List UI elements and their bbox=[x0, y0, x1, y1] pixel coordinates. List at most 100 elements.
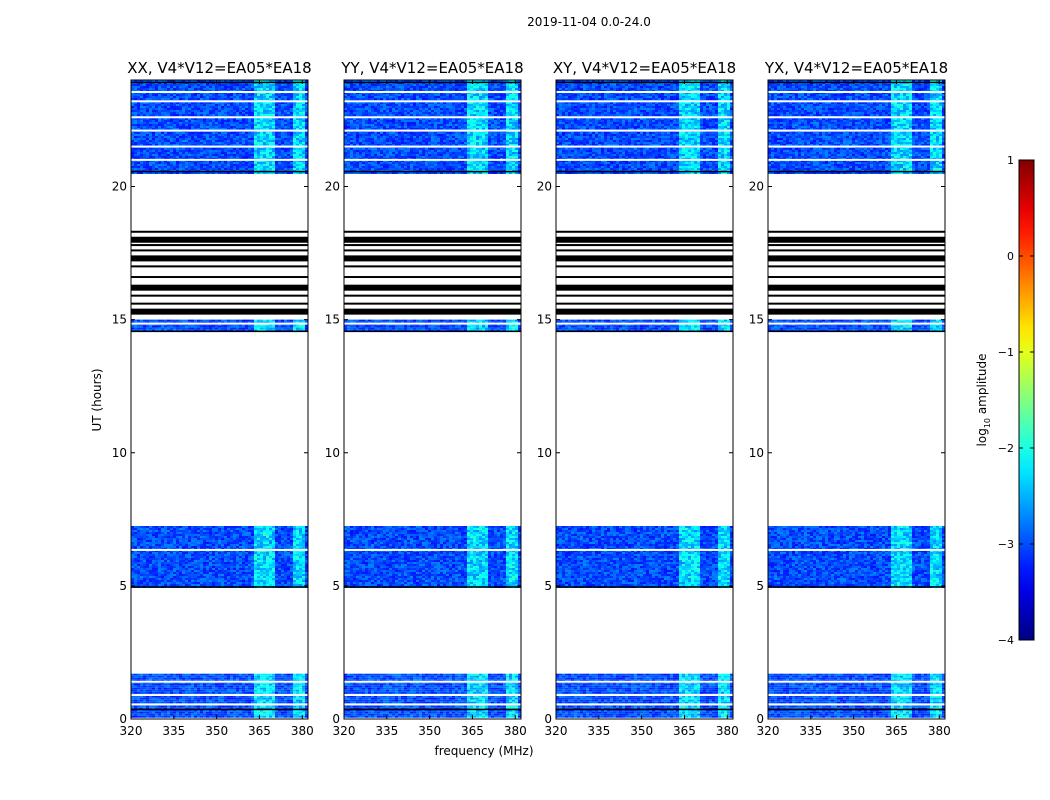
plot-area bbox=[768, 80, 945, 719]
flag-line bbox=[556, 285, 733, 291]
flag-line bbox=[131, 265, 308, 267]
x-tick-label: 335 bbox=[799, 724, 822, 738]
y-tick-label: 10 bbox=[112, 446, 127, 460]
data-block-1 bbox=[131, 526, 308, 588]
flag-line bbox=[344, 231, 521, 233]
flag-line bbox=[344, 303, 521, 305]
data-block-2 bbox=[768, 320, 945, 332]
panel-title: XY, V4*V12=EA05*EA18 bbox=[553, 59, 736, 77]
plot-area bbox=[131, 80, 308, 719]
x-tick-label: 365 bbox=[673, 724, 696, 738]
flag-line bbox=[344, 309, 521, 315]
flag-line bbox=[556, 309, 733, 315]
y-tick-label: 0 bbox=[332, 712, 340, 726]
data-block-2 bbox=[556, 320, 733, 332]
colorbar-tick-label: −3 bbox=[998, 538, 1014, 551]
panels-group: XX, V4*V12=EA05*EA18 320 335 350 365 380 0 5 10 1… bbox=[112, 59, 951, 738]
flag-line bbox=[344, 285, 521, 291]
y-tick-label: 15 bbox=[112, 313, 127, 327]
x-tick-label: 320 bbox=[545, 724, 568, 738]
colorbar-tick-label: 0 bbox=[1007, 250, 1014, 263]
y-axis-label: UT (hours) bbox=[90, 368, 104, 431]
y-tick-label: 15 bbox=[537, 313, 552, 327]
x-tick-label: 350 bbox=[630, 724, 653, 738]
y-tick-label: 10 bbox=[325, 446, 340, 460]
colorbar-tick-label: 1 bbox=[1007, 154, 1014, 167]
x-tick-label: 350 bbox=[205, 724, 228, 738]
x-tick-label: 380 bbox=[716, 724, 739, 738]
flag-line bbox=[344, 237, 521, 243]
colorbar-tick-label: −1 bbox=[998, 346, 1014, 359]
flag-line bbox=[131, 295, 308, 297]
flag-line bbox=[768, 295, 945, 297]
flag-line bbox=[768, 265, 945, 267]
y-tick-label: 0 bbox=[544, 712, 552, 726]
x-tick-label: 365 bbox=[248, 724, 271, 738]
y-tick-label: 5 bbox=[544, 579, 552, 593]
x-tick-label: 365 bbox=[885, 724, 908, 738]
flag-line bbox=[768, 309, 945, 315]
y-tick-label: 5 bbox=[332, 579, 340, 593]
flag-line bbox=[768, 231, 945, 233]
flag-line bbox=[131, 309, 308, 315]
x-tick-label: 320 bbox=[757, 724, 780, 738]
flag-line bbox=[556, 231, 733, 233]
y-tick-label: 20 bbox=[749, 180, 764, 194]
data-block-1 bbox=[768, 526, 945, 588]
flag-line bbox=[768, 276, 945, 278]
flag-line bbox=[556, 295, 733, 297]
data-block-2 bbox=[344, 320, 521, 332]
y-tick-label: 20 bbox=[112, 180, 127, 194]
data-block-1 bbox=[556, 526, 733, 588]
flag-line bbox=[344, 244, 521, 246]
flag-line bbox=[344, 249, 521, 251]
plot-area bbox=[344, 80, 521, 719]
flag-line bbox=[556, 237, 733, 243]
flag-line bbox=[556, 249, 733, 251]
colorbar-tick-label: −2 bbox=[998, 442, 1014, 455]
y-tick-label: 20 bbox=[537, 180, 552, 194]
x-tick-label: 320 bbox=[120, 724, 143, 738]
x-tick-label: 335 bbox=[162, 724, 185, 738]
flag-line bbox=[768, 249, 945, 251]
flag-line bbox=[344, 255, 521, 261]
x-tick-label: 335 bbox=[375, 724, 398, 738]
flag-line bbox=[344, 276, 521, 278]
figure-suptitle: 2019-11-04 0.0-24.0 bbox=[527, 15, 651, 29]
colorbar-label: log10 amplitude bbox=[975, 354, 992, 447]
x-tick-label: 335 bbox=[587, 724, 610, 738]
y-tick-label: 20 bbox=[325, 180, 340, 194]
flag-line bbox=[131, 231, 308, 233]
panel-title: YY, V4*V12=EA05*EA18 bbox=[340, 59, 523, 77]
y-tick-label: 5 bbox=[756, 579, 764, 593]
colorbar-gradient bbox=[1019, 160, 1034, 640]
panel-title: YX, V4*V12=EA05*EA18 bbox=[764, 59, 948, 77]
flag-line bbox=[131, 276, 308, 278]
flag-line bbox=[768, 255, 945, 261]
flag-line bbox=[131, 244, 308, 246]
flag-line bbox=[344, 295, 521, 297]
flag-line bbox=[131, 237, 308, 243]
flag-line bbox=[768, 303, 945, 305]
y-tick-label: 0 bbox=[756, 712, 764, 726]
flag-line bbox=[768, 285, 945, 291]
flag-line bbox=[556, 255, 733, 261]
panel-title: XX, V4*V12=EA05*EA18 bbox=[127, 59, 311, 77]
flag-line bbox=[556, 244, 733, 246]
flag-line bbox=[131, 303, 308, 305]
flag-line bbox=[344, 265, 521, 267]
y-tick-label: 10 bbox=[537, 446, 552, 460]
x-tick-label: 350 bbox=[842, 724, 865, 738]
y-tick-label: 15 bbox=[749, 313, 764, 327]
x-tick-label: 380 bbox=[928, 724, 951, 738]
x-tick-label: 365 bbox=[461, 724, 484, 738]
flag-line bbox=[556, 276, 733, 278]
figure: 2019-11-04 0.0-24.0 XX, V4*V12=EA05*EA18… bbox=[0, 0, 1050, 800]
y-tick-label: 0 bbox=[119, 712, 127, 726]
x-tick-label: 320 bbox=[333, 724, 356, 738]
x-tick-label: 350 bbox=[418, 724, 441, 738]
